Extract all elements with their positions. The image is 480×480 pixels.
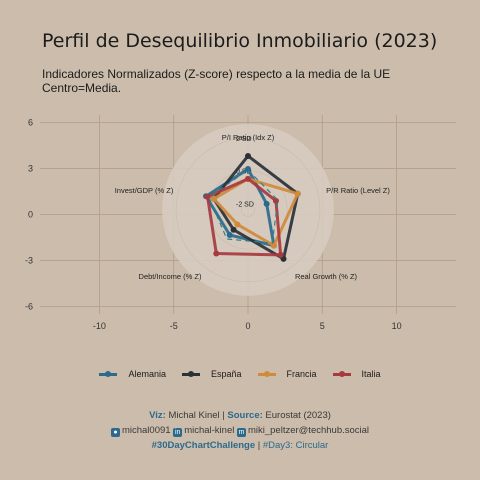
y-tick-label: 6 bbox=[28, 118, 33, 128]
legend-label: Italia bbox=[361, 369, 381, 379]
series-point-alemania bbox=[226, 232, 233, 239]
caption-socials: ● michal0091 in michal-kinel m miki_peltzer… bbox=[0, 425, 480, 437]
legend-key bbox=[332, 369, 351, 379]
series-point-españa bbox=[230, 226, 237, 233]
axis-label: P/I Ratio (Idx Z) bbox=[222, 133, 275, 142]
legend-item: España bbox=[181, 369, 242, 379]
chart-title: Perfil de Desequilibrio Inmobiliario (20… bbox=[42, 30, 438, 52]
hashtag-challenge: #30DayChartChallenge bbox=[151, 440, 256, 451]
legend-key bbox=[257, 369, 276, 379]
linkedin-handle[interactable]: michal-kinel bbox=[184, 425, 235, 436]
caption-credits: Viz: Michal Kinel | Source: Eurostat (20… bbox=[0, 410, 480, 421]
caption-hashtags: #30DayChartChallenge | #Day3: Circular bbox=[0, 440, 480, 451]
radar-background bbox=[162, 123, 334, 296]
hashtag-separator: | bbox=[257, 440, 261, 451]
x-tick-label: 5 bbox=[320, 321, 325, 331]
radar-ring bbox=[175, 137, 321, 283]
series-point-españa bbox=[245, 152, 251, 159]
mastodon-handle[interactable]: miki_peltzer@techhub.social bbox=[247, 425, 370, 436]
radar-ring bbox=[241, 203, 255, 217]
y-tick-label: 3 bbox=[28, 164, 33, 174]
viz-author: Michal Kinel bbox=[168, 410, 220, 421]
series-point-alemania bbox=[263, 200, 270, 207]
legend-key bbox=[181, 369, 200, 379]
x-tick-label: -5 bbox=[170, 321, 178, 331]
chart-subtitle: Indicadores Normalizados (Z-score) respe… bbox=[42, 67, 462, 95]
series-point-italia bbox=[272, 197, 279, 204]
series-point-francia bbox=[234, 221, 241, 228]
linkedin-icon: in bbox=[173, 428, 183, 437]
source-label: Source: bbox=[227, 410, 263, 421]
legend-key bbox=[99, 369, 118, 379]
hashtag-day: #Day3: Circular bbox=[262, 440, 329, 451]
ring-label: -2 SD bbox=[236, 201, 254, 208]
legend-item: Francia bbox=[257, 369, 317, 379]
axis-label: P/R Ratio (Level Z) bbox=[326, 186, 390, 195]
caption-separator: | bbox=[222, 410, 225, 421]
ring-label: 2 SD bbox=[236, 136, 252, 143]
axis-label: Debt/Income (% Z) bbox=[139, 272, 202, 281]
viz-label: Viz: bbox=[149, 410, 166, 421]
source-value: Eurostat (2023) bbox=[265, 410, 331, 421]
x-tick-label: -10 bbox=[93, 321, 106, 331]
y-tick-label: 0 bbox=[28, 210, 33, 220]
legend-item: Italia bbox=[332, 369, 381, 379]
subtitle-line-2: Centro=Media. bbox=[42, 81, 122, 95]
github-icon: ● bbox=[110, 428, 120, 437]
x-tick-label: 10 bbox=[392, 321, 402, 331]
reference-polygon bbox=[208, 169, 279, 244]
legend-label: Alemania bbox=[128, 369, 166, 379]
axis-label: Invest/GDP (% Z) bbox=[115, 186, 174, 195]
x-tick-label: 0 bbox=[245, 321, 250, 331]
mastodon-icon: m bbox=[236, 428, 246, 437]
series-polygon-francia bbox=[212, 177, 300, 248]
axis-label: Real Growth (% Z) bbox=[295, 272, 358, 281]
series-point-italia bbox=[213, 250, 220, 257]
chart-legend: Alemania España Francia Italia bbox=[0, 369, 480, 379]
series-point-italia bbox=[245, 175, 251, 182]
github-handle[interactable]: michal0091 bbox=[121, 425, 171, 436]
y-tick-label: -3 bbox=[25, 255, 33, 265]
series-point-francia bbox=[294, 190, 301, 197]
series-point-alemania bbox=[245, 166, 251, 173]
series-point-francia bbox=[210, 195, 217, 202]
series-point-italia bbox=[277, 251, 284, 258]
subtitle-line-1: Indicadores Normalizados (Z-score) respe… bbox=[42, 67, 391, 81]
legend-item: Alemania bbox=[99, 369, 166, 379]
legend-label: Francia bbox=[286, 369, 317, 379]
y-tick-label: -6 bbox=[25, 301, 33, 311]
legend-label: España bbox=[210, 369, 242, 379]
series-point-francia bbox=[270, 242, 277, 249]
